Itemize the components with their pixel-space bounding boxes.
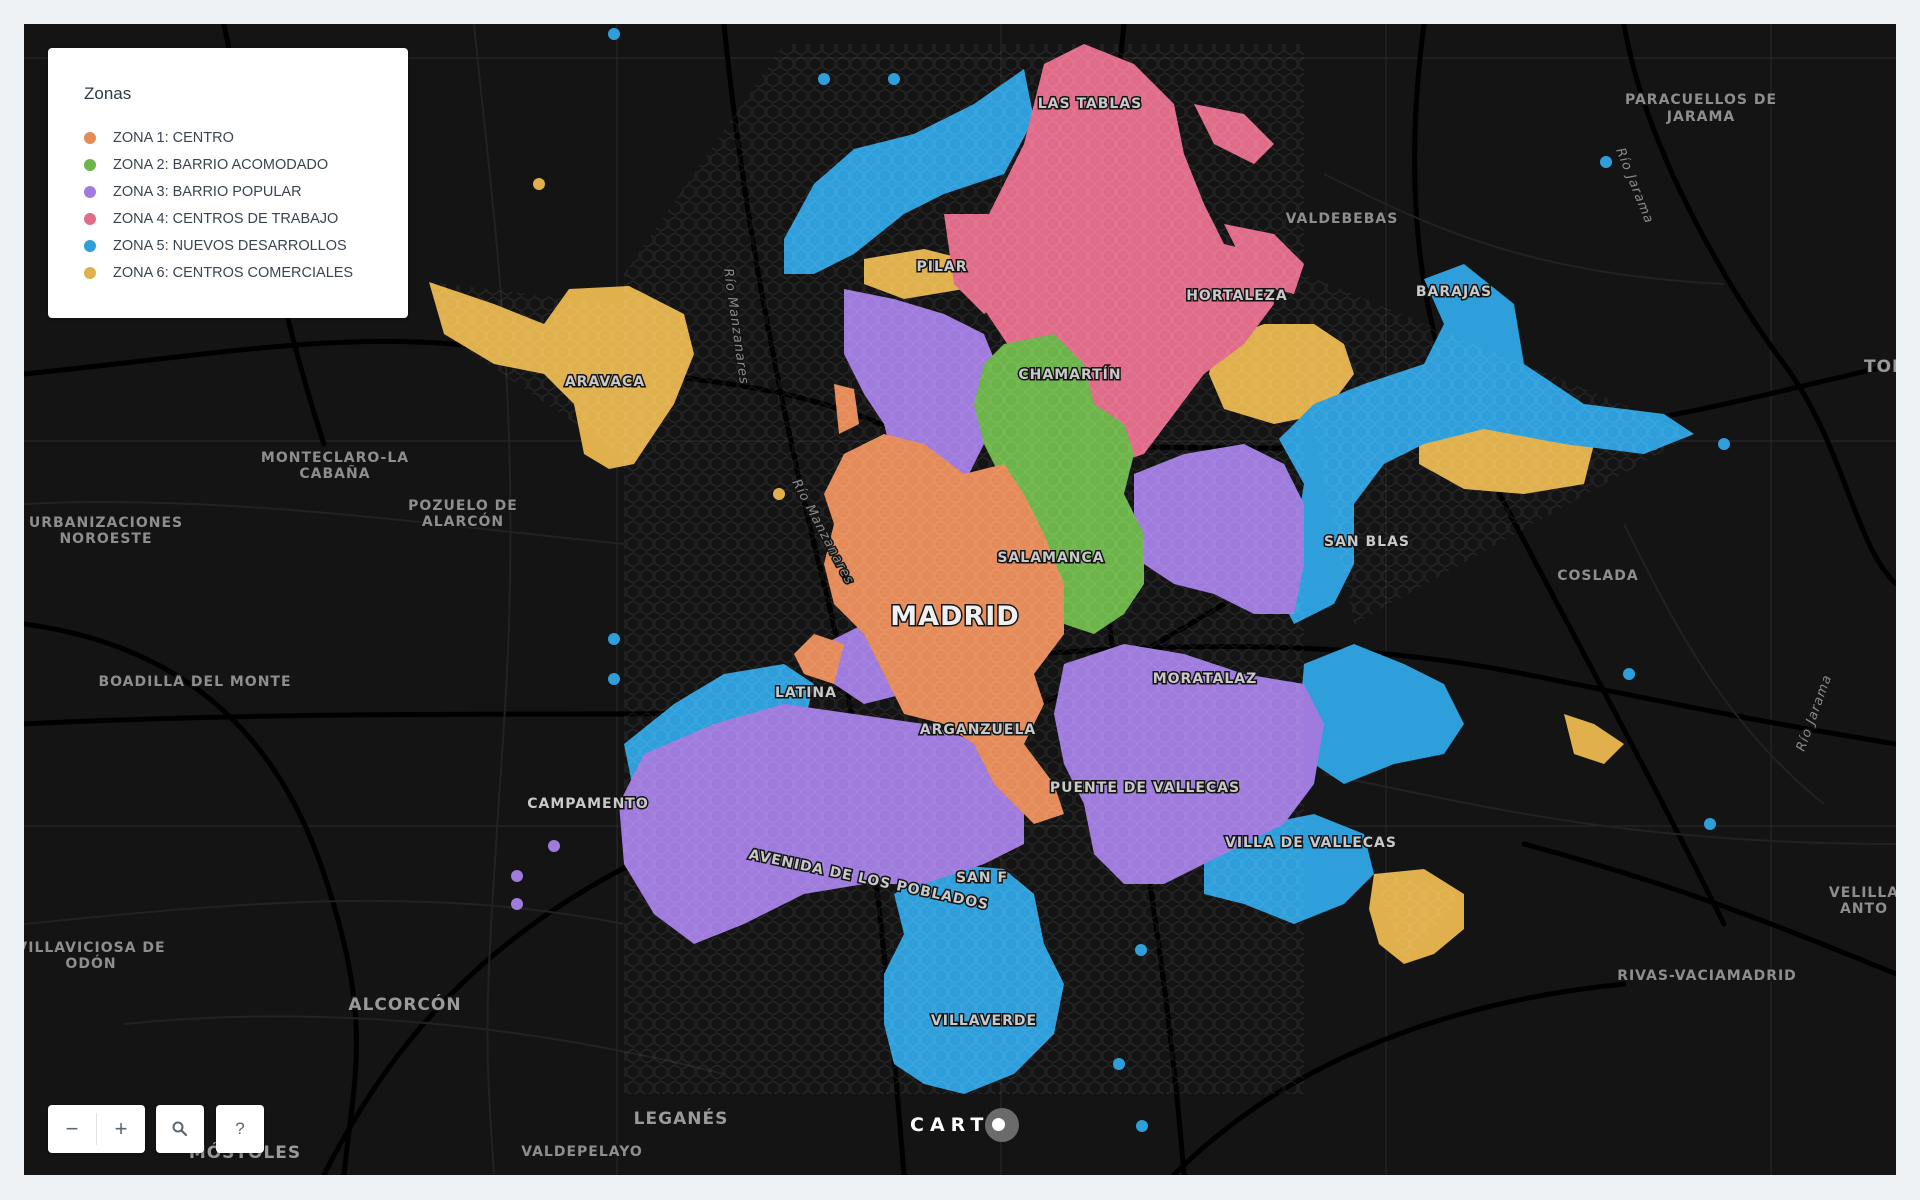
label-pozuelo-1: POZUELO DE xyxy=(408,498,518,514)
label-alcorcon: ALCORCÓN xyxy=(348,993,461,1015)
legend-item: ZONA 3: BARRIO POPULAR xyxy=(84,178,408,205)
legend-item-label: ZONA 5: NUEVOS DESARROLLOS xyxy=(113,237,347,254)
zone-6-coslada xyxy=(1564,714,1624,764)
legend-item: ZONA 5: NUEVOS DESARROLLOS xyxy=(84,232,408,259)
carto-o-icon xyxy=(985,1108,1020,1142)
label-leganes: LEGANÉS xyxy=(634,1107,729,1129)
label-urbanizaciones-1: URBANIZACIONES xyxy=(29,515,183,531)
label-velilla-1: VELILLA xyxy=(1829,885,1896,901)
legend-swatch xyxy=(84,239,96,252)
label-moratalaz: MORATALAZ xyxy=(1153,671,1258,687)
label-tor: TOR xyxy=(1864,357,1896,377)
map-svg: MADRID LAS TABLAS PILAR HORTALEZA BARAJA… xyxy=(24,24,1896,1175)
legend-item: ZONA 2: BARRIO ACOMODADO xyxy=(84,151,408,178)
label-latina: LATINA xyxy=(775,685,837,701)
divider xyxy=(96,1113,97,1145)
label-hortaleza: HORTALEZA xyxy=(1186,288,1288,304)
zone-5-east xyxy=(1299,644,1464,784)
label-san-f: SAN F xyxy=(956,870,1008,886)
legend-item: ZONA 1: CENTRO xyxy=(84,124,408,151)
label-pozuelo-2: ALARCÓN xyxy=(422,512,504,530)
label-urbanizaciones-2: NOROESTE xyxy=(59,531,152,547)
legend-swatch xyxy=(84,212,96,225)
help-label: ? xyxy=(235,1119,245,1138)
label-rio-jarama-2: Río Jarama xyxy=(1794,673,1836,754)
label-villaviciosa-2: ODÓN xyxy=(65,954,116,972)
label-barajas: BARAJAS xyxy=(1416,284,1492,300)
label-paracuellos-2: JARAMA xyxy=(1666,109,1735,125)
label-san-blas: SAN BLAS xyxy=(1324,534,1410,550)
label-pilar: PILAR xyxy=(916,259,967,275)
label-las-tablas: LAS TABLAS xyxy=(1038,96,1143,112)
label-velilla-2: ANTO xyxy=(1840,901,1888,917)
help-button[interactable]: ? xyxy=(216,1105,264,1153)
zoom-in-button[interactable]: + xyxy=(114,1116,128,1141)
label-boadilla: BOADILLA DEL MONTE xyxy=(98,674,291,690)
legend-swatch xyxy=(84,266,96,279)
legend-item: ZONA 4: CENTROS DE TRABAJO xyxy=(84,205,408,232)
legend-title: Zonas xyxy=(84,84,132,103)
label-monteclaro-1: MONTECLARO-LA xyxy=(261,450,409,466)
label-salamanca: SALAMANCA xyxy=(997,550,1104,566)
label-puente-vallecas: PUENTE DE VALLECAS xyxy=(1050,780,1240,796)
label-villa-vallecas: VILLA DE VALLECAS xyxy=(1225,835,1397,851)
label-villaviciosa-1: VILLAVICIOSA DE xyxy=(24,940,166,956)
label-valdebebas: VALDEBEBAS xyxy=(1286,211,1399,227)
label-rio-jarama-1: Río Jarama xyxy=(1612,146,1656,226)
label-rivas: RIVAS-VACIAMADRID xyxy=(1617,968,1797,984)
zoom-out-button[interactable]: − xyxy=(65,1116,79,1141)
legend-item-label: ZONA 3: BARRIO POPULAR xyxy=(113,183,302,200)
zoom-controls: − + xyxy=(48,1105,145,1153)
label-arganzuela: ARGANZUELA xyxy=(920,722,1037,738)
legend-item-label: ZONA 2: BARRIO ACOMODADO xyxy=(113,156,329,173)
search-button[interactable] xyxy=(156,1105,204,1153)
legend-item: ZONA 6: CENTROS COMERCIALES xyxy=(84,259,408,286)
label-valdepelayo: VALDEPELAYO xyxy=(521,1144,643,1160)
carto-wordmark: CART xyxy=(910,1114,990,1136)
legend-item-label: ZONA 1: CENTRO xyxy=(113,129,234,146)
legend-panel: Zonas ZONA 1: CENTRO ZONA 2: BARRIO ACOMO… xyxy=(48,48,408,318)
legend-swatch xyxy=(84,185,96,198)
legend-swatch xyxy=(84,131,96,144)
search-icon xyxy=(156,1105,204,1153)
map-canvas[interactable]: MADRID LAS TABLAS PILAR HORTALEZA BARAJA… xyxy=(24,24,1896,1175)
carto-logo[interactable]: CART xyxy=(910,1108,1020,1142)
label-villaverde: VILLAVERDE xyxy=(931,1013,1037,1029)
label-aravaca: ARAVACA xyxy=(565,374,645,390)
legend-item-label: ZONA 4: CENTROS DE TRABAJO xyxy=(113,210,339,227)
label-coslada: COSLADA xyxy=(1557,568,1638,584)
label-monteclaro-2: CABAÑA xyxy=(299,465,370,482)
zone-layer xyxy=(429,28,1730,1132)
legend-list: ZONA 1: CENTRO ZONA 2: BARRIO ACOMODADO ZO… xyxy=(84,124,408,286)
scattered-hexes xyxy=(511,28,1730,1132)
minor-roads xyxy=(24,24,1896,1175)
label-paracuellos-1: PARACUELLOS DE xyxy=(1625,92,1777,108)
legend-item-label: ZONA 6: CENTROS COMERCIALES xyxy=(113,264,354,281)
label-campamento: CAMPAMENTO xyxy=(527,796,649,812)
label-chamartin: CHAMARTÍN xyxy=(1018,366,1121,383)
legend-swatch xyxy=(84,158,96,171)
label-madrid: MADRID xyxy=(890,601,1019,632)
